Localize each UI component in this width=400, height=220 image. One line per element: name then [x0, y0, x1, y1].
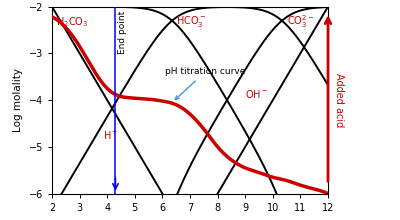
Y-axis label: Log molality: Log molality: [13, 68, 23, 132]
Text: Added acid: Added acid: [334, 73, 344, 127]
Text: H$_2$CO$_3$: H$_2$CO$_3$: [56, 15, 88, 29]
Text: OH$^-$: OH$^-$: [245, 88, 269, 100]
Text: H$^+$: H$^+$: [103, 129, 119, 142]
Text: End point: End point: [118, 10, 127, 54]
Text: pH titration curve: pH titration curve: [165, 67, 246, 99]
Text: CO$_3^{2-}$: CO$_3^{2-}$: [286, 14, 314, 30]
Text: HCO$_3^-$: HCO$_3^-$: [176, 14, 206, 29]
